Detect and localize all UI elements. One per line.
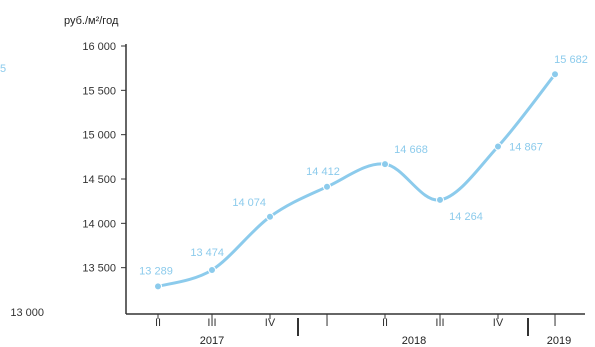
data-labels: 13 289 13 474 14 074 14 412 14 668 14 264 14 8… [139,54,588,277]
data-label: 13 289 [139,265,173,277]
data-point [551,70,559,79]
x-tick-label: IV [265,317,276,329]
x-tick-label: IV [493,317,504,329]
x-tick-label: III [207,317,216,329]
year-label: 2019 [547,335,571,347]
data-point [494,142,502,151]
left-edge-mark: 5 [0,63,6,75]
data-point [154,282,162,291]
y-tick-label: 14 000 [82,218,116,230]
data-label: 14 668 [394,144,428,156]
x-tick-label: II [155,317,161,329]
data-label: 14 867 [509,141,543,153]
year-label: 2018 [402,335,426,347]
x-tick-label: III [435,317,444,329]
data-point [323,182,331,191]
data-label: 15 682 [554,54,588,66]
x-tick-label: I [553,317,556,329]
y-tick-label: 16 000 [82,41,116,53]
data-point [266,212,274,221]
data-markers [154,70,559,291]
y-tick-label: 15 000 [82,130,116,142]
y-ticks: 16 000 15 500 15 000 14 500 14 000 13 500 13 0… [10,41,126,319]
y-tick-label: 13 500 [82,263,116,275]
x-tick-label: I [325,317,328,329]
x-tick-label: II [382,317,388,329]
year-label: 2017 [200,335,224,347]
data-label: 14 074 [232,197,266,209]
data-point [381,160,389,169]
y-unit-label: руб./м²/год [64,15,119,27]
data-label: 14 412 [306,166,340,178]
y-tick-label: 14 500 [82,174,116,186]
y-tick-label: 13 000 [10,307,44,319]
data-point [436,195,444,204]
y-tick-label: 15 500 [82,85,116,97]
data-point [208,265,216,274]
data-label: 13 474 [190,247,224,259]
data-label: 14 264 [449,211,483,223]
